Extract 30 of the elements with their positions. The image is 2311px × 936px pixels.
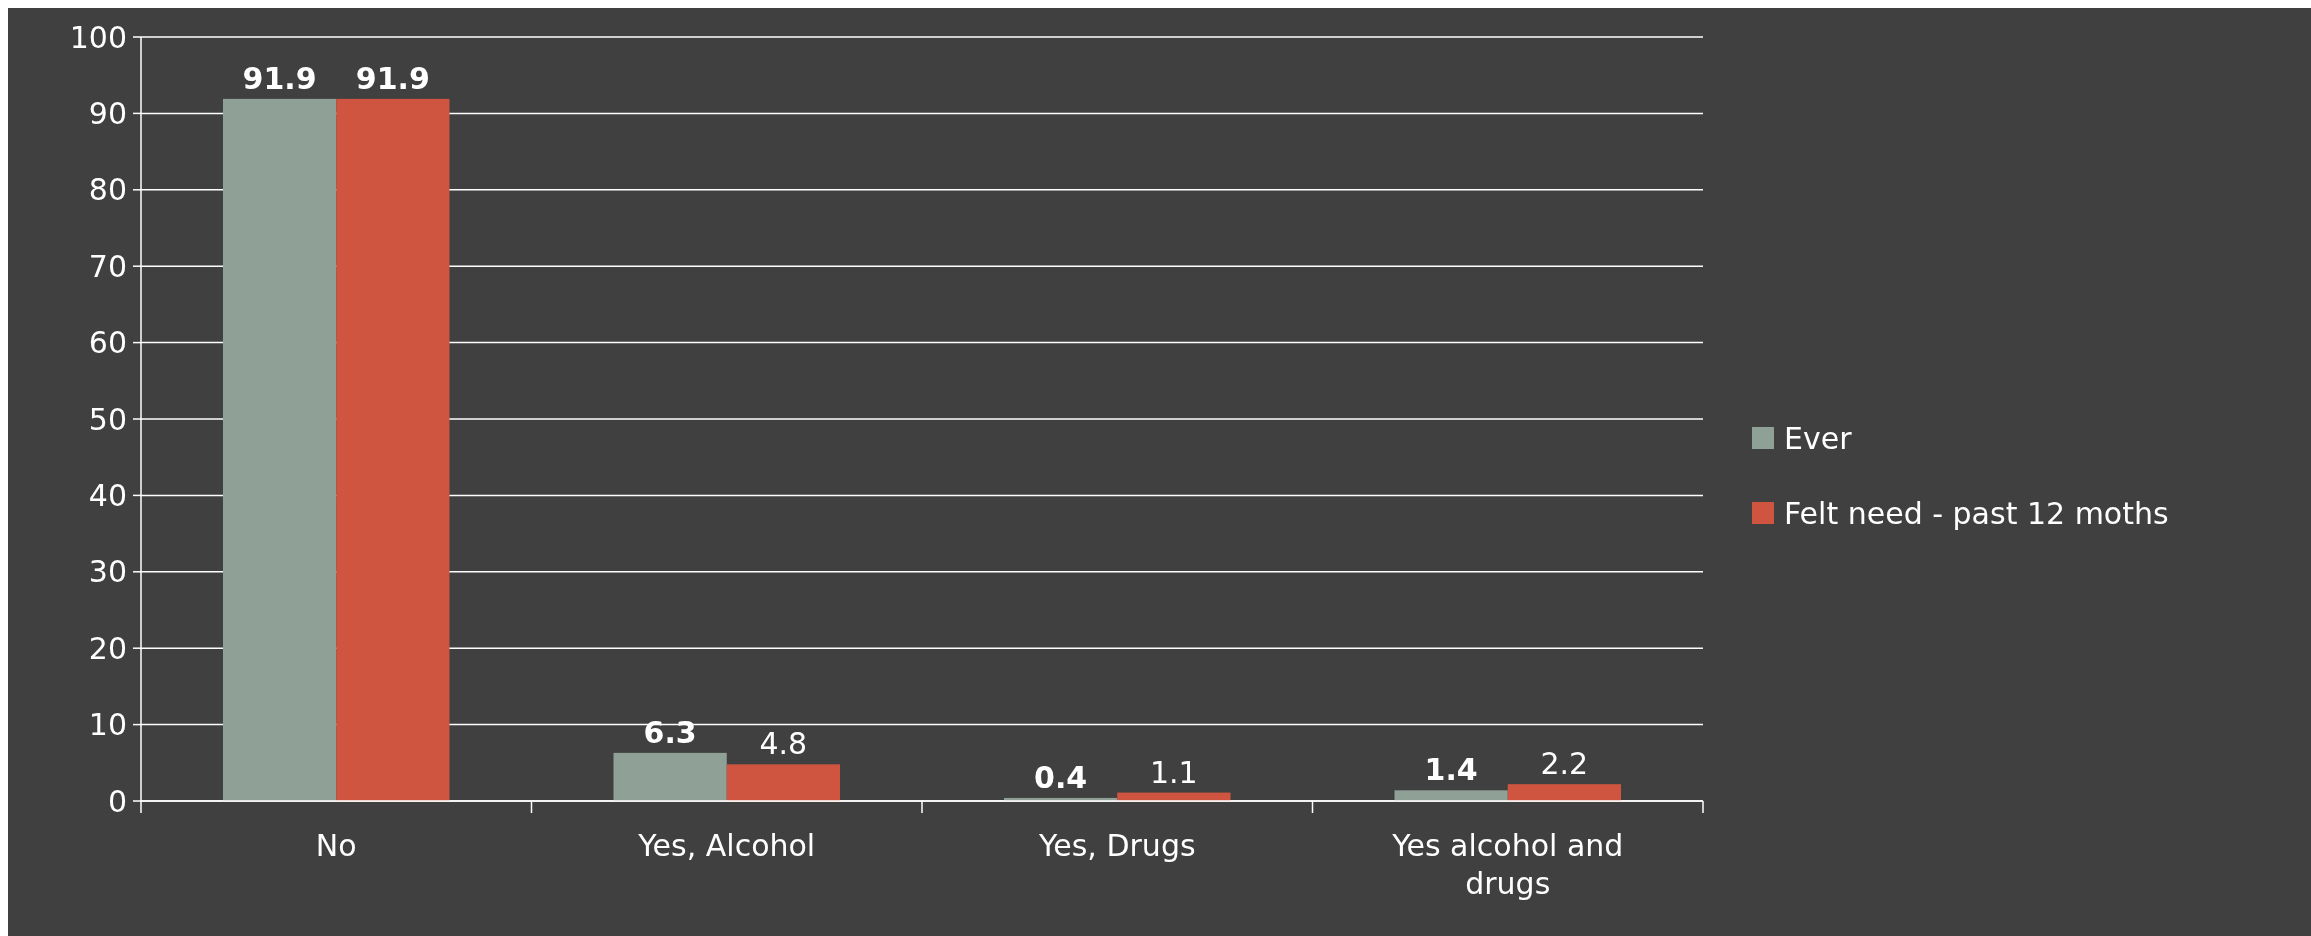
data-label: 91.9 bbox=[355, 60, 430, 96]
bar bbox=[726, 764, 840, 801]
bar bbox=[613, 752, 727, 801]
legend-label: Felt need - past 12 moths bbox=[1784, 495, 2169, 531]
x-tick-label: Yes, Alcohol bbox=[637, 828, 816, 863]
data-label: 1.4 bbox=[1424, 752, 1478, 788]
y-tick-label: 70 bbox=[88, 248, 127, 284]
data-label: 91.9 bbox=[242, 60, 317, 96]
x-tick-label: Yes alcohol and drugs bbox=[1391, 828, 1624, 901]
y-tick-label: 100 bbox=[69, 19, 127, 55]
legend-label: Ever bbox=[1784, 420, 1853, 456]
bar bbox=[1394, 790, 1508, 801]
bar bbox=[223, 98, 337, 801]
bar bbox=[336, 98, 450, 801]
data-label: 1.1 bbox=[1150, 754, 1198, 790]
y-tick-label: 60 bbox=[88, 325, 127, 361]
bar bbox=[1507, 784, 1621, 801]
y-tick-label: 40 bbox=[88, 477, 127, 513]
data-label: 4.8 bbox=[759, 726, 808, 762]
y-tick-label: 80 bbox=[88, 172, 127, 208]
data-label: 2.2 bbox=[1540, 746, 1589, 782]
y-tick-label: 90 bbox=[88, 95, 127, 131]
y-tick-label: 30 bbox=[88, 554, 127, 590]
x-tick-label: No bbox=[315, 828, 357, 863]
y-tick-label: 20 bbox=[88, 630, 127, 666]
y-tick-label: 50 bbox=[88, 401, 127, 437]
x-tick-label: Yes, Drugs bbox=[1037, 828, 1196, 863]
y-tick-label: 0 bbox=[107, 783, 127, 819]
data-label: 0.4 bbox=[1034, 759, 1088, 795]
y-tick-label: 10 bbox=[88, 707, 127, 743]
